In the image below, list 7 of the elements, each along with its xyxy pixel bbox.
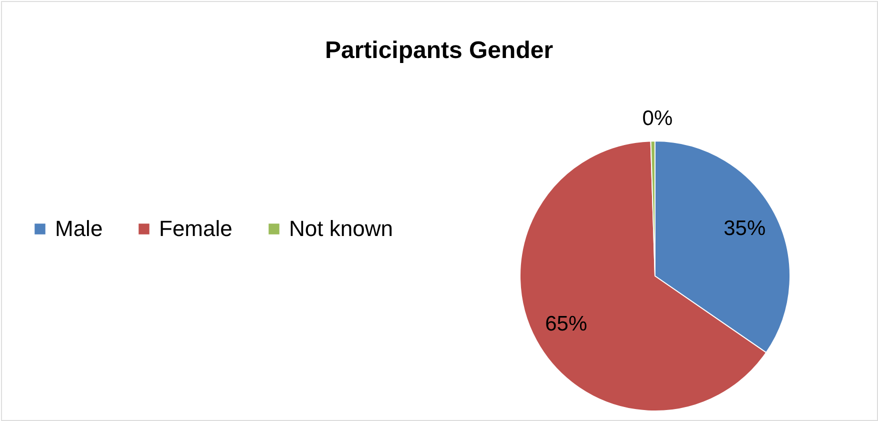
legend-label: Not known: [289, 216, 393, 241]
legend-label: Male: [55, 216, 103, 241]
chart-title: Participants Gender: [324, 37, 554, 64]
data-label: 0%: [642, 107, 673, 130]
legend-label: Female: [159, 216, 232, 241]
data-label: 35%: [724, 216, 766, 240]
data-label: 65%: [545, 312, 588, 336]
